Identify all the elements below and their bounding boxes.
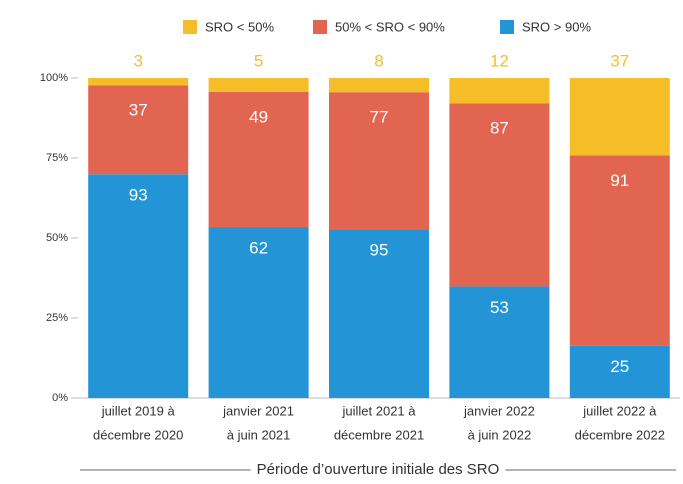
y-tick-label: 25% [46, 312, 68, 324]
x-tick-label: décembre 2021 [334, 427, 424, 442]
value-label: 53 [490, 298, 509, 317]
value-label: 95 [370, 241, 389, 260]
value-label: 8 [374, 51, 383, 70]
value-label: 91 [610, 171, 629, 190]
value-label: 12 [490, 51, 509, 70]
bar-segment [569, 78, 670, 156]
x-tick-label: décembre 2020 [93, 427, 183, 442]
legend-swatch [500, 20, 514, 34]
x-axis-title: Période d’ouverture initiale des SRO [257, 461, 500, 478]
value-label: 37 [129, 101, 148, 120]
legend-label: 50% < SRO < 90% [335, 19, 445, 34]
x-tick-label: juillet 2019 à [101, 403, 176, 418]
value-label: 37 [610, 51, 629, 70]
x-tick-label: à juin 2021 [227, 427, 291, 442]
bar-segment [449, 286, 550, 398]
value-label: 93 [129, 186, 148, 205]
x-tick-label: janvier 2021 [222, 403, 294, 418]
bar-segment [569, 155, 670, 346]
bar-segment [208, 91, 309, 227]
value-label: 77 [370, 108, 389, 127]
y-tick-label: 50% [46, 232, 68, 244]
x-tick-label: décembre 2022 [575, 427, 665, 442]
x-tick-label: à juin 2022 [468, 427, 532, 442]
y-tick-label: 100% [40, 72, 68, 84]
value-label: 5 [254, 51, 263, 70]
legend-label: SRO > 90% [522, 19, 591, 34]
value-label: 87 [490, 119, 509, 138]
x-tick-label: janvier 2022 [463, 403, 535, 418]
bar-segment [569, 345, 670, 398]
bar-segment [329, 78, 429, 93]
bar-segment [329, 92, 429, 230]
value-label: 62 [249, 238, 268, 257]
bar-segment [88, 174, 189, 398]
value-label: 25 [610, 357, 629, 376]
legend-label: SRO < 50% [205, 19, 274, 34]
bar-segment [208, 78, 309, 92]
y-tick-label: 0% [52, 392, 68, 404]
bar-segment [449, 103, 550, 287]
bar-segment [88, 85, 189, 175]
bar-segment [88, 78, 189, 86]
legend-swatch [183, 20, 197, 34]
y-tick-label: 75% [46, 152, 68, 164]
x-tick-label: juillet 2021 à [342, 403, 417, 418]
legend-swatch [313, 20, 327, 34]
bar-segment [208, 226, 309, 398]
x-tick-label: juillet 2022 à [582, 403, 657, 418]
bar-segment [329, 229, 429, 398]
bar-segment [449, 78, 550, 104]
value-label: 49 [249, 107, 268, 126]
value-label: 3 [133, 51, 142, 70]
